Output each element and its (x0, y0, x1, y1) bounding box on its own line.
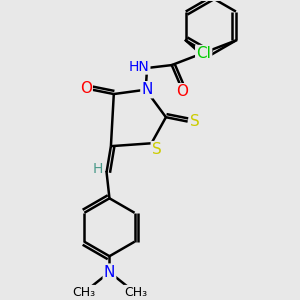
Text: HN: HN (129, 59, 149, 74)
Text: S: S (152, 142, 161, 157)
Text: O: O (80, 81, 92, 96)
Text: Cl: Cl (196, 46, 211, 61)
Text: N: N (104, 265, 115, 280)
Text: S: S (190, 114, 200, 129)
Text: O: O (176, 84, 188, 99)
Text: CH₃: CH₃ (124, 286, 147, 299)
Text: H: H (93, 162, 103, 176)
Text: CH₃: CH₃ (72, 286, 95, 299)
Text: N: N (141, 82, 153, 97)
